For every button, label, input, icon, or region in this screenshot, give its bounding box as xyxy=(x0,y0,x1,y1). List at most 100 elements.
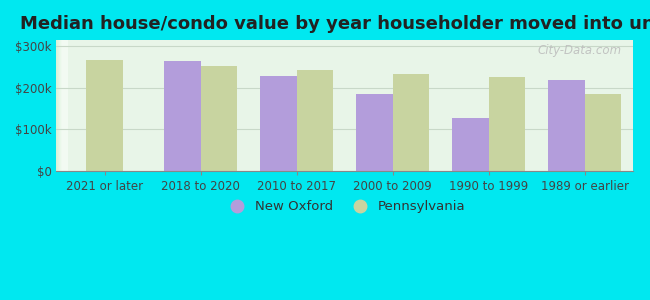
Bar xyxy=(58,40,64,171)
Bar xyxy=(61,40,67,171)
Bar xyxy=(62,40,68,171)
Bar xyxy=(58,40,64,171)
Bar xyxy=(61,40,67,171)
Bar xyxy=(57,40,63,171)
Bar xyxy=(356,94,393,171)
Bar xyxy=(58,40,64,171)
Bar xyxy=(60,40,66,171)
Title: Median house/condo value by year householder moved into unit: Median house/condo value by year househo… xyxy=(20,15,650,33)
Bar xyxy=(58,40,64,171)
Bar xyxy=(62,40,68,171)
Bar xyxy=(61,40,67,171)
Bar xyxy=(61,40,67,171)
Bar xyxy=(585,94,621,171)
Bar xyxy=(62,40,68,171)
Bar xyxy=(61,40,67,171)
Bar xyxy=(393,74,429,171)
Bar xyxy=(57,40,62,171)
Bar xyxy=(59,40,65,171)
Bar xyxy=(58,40,64,171)
Bar xyxy=(57,40,62,171)
Bar xyxy=(57,40,63,171)
Bar xyxy=(62,40,68,171)
Bar xyxy=(60,40,66,171)
Bar xyxy=(164,61,201,171)
Bar xyxy=(62,40,68,171)
Bar xyxy=(60,40,66,171)
Bar xyxy=(61,40,67,171)
Bar xyxy=(58,40,64,171)
Bar xyxy=(62,40,68,171)
Bar xyxy=(60,40,66,171)
Bar xyxy=(296,70,333,171)
Bar xyxy=(59,40,64,171)
Bar xyxy=(60,40,66,171)
Bar xyxy=(60,40,65,171)
Bar xyxy=(60,40,66,171)
Bar xyxy=(60,40,66,171)
Bar xyxy=(60,40,66,171)
Bar xyxy=(57,40,63,171)
Bar xyxy=(60,40,66,171)
Bar xyxy=(62,40,68,171)
Bar xyxy=(62,40,67,171)
Bar xyxy=(260,76,296,171)
Bar xyxy=(57,40,63,171)
Bar xyxy=(57,40,62,171)
Bar xyxy=(60,40,66,171)
Bar xyxy=(201,66,237,171)
Bar xyxy=(57,40,63,171)
Bar xyxy=(57,40,63,171)
Bar xyxy=(58,40,64,171)
Bar xyxy=(62,40,68,171)
Bar xyxy=(58,40,64,171)
Bar xyxy=(58,40,64,171)
Bar xyxy=(60,40,66,171)
Bar xyxy=(59,40,65,171)
Bar xyxy=(59,40,65,171)
Bar xyxy=(57,40,62,171)
Bar xyxy=(57,40,62,171)
Bar xyxy=(57,40,62,171)
Bar xyxy=(58,40,64,171)
Bar xyxy=(60,40,66,171)
Bar xyxy=(58,40,64,171)
Bar xyxy=(58,40,64,171)
Bar xyxy=(57,40,62,171)
Bar xyxy=(58,40,64,171)
Bar xyxy=(59,40,65,171)
Bar xyxy=(58,40,64,171)
Bar xyxy=(62,40,68,171)
Bar xyxy=(60,40,66,171)
Bar xyxy=(60,40,66,171)
Bar xyxy=(57,40,63,171)
Bar xyxy=(58,40,63,171)
Bar xyxy=(452,118,489,171)
Bar xyxy=(60,40,66,171)
Bar xyxy=(489,77,525,171)
Bar xyxy=(59,40,65,171)
Bar xyxy=(60,40,66,171)
Bar xyxy=(61,40,66,171)
Bar xyxy=(58,40,64,171)
Bar xyxy=(58,40,64,171)
Bar xyxy=(62,40,67,171)
Bar xyxy=(60,40,66,171)
Bar xyxy=(58,40,64,171)
Bar xyxy=(59,40,65,171)
Bar xyxy=(86,60,123,171)
Bar xyxy=(57,40,62,171)
Bar xyxy=(62,40,68,171)
Bar xyxy=(61,40,67,171)
Bar xyxy=(58,40,64,171)
Bar xyxy=(62,40,68,171)
Bar xyxy=(60,40,66,171)
Bar xyxy=(549,80,585,171)
Bar xyxy=(60,40,65,171)
Text: City-Data.com: City-Data.com xyxy=(538,44,621,57)
Legend: New Oxford, Pennsylvania: New Oxford, Pennsylvania xyxy=(218,195,471,219)
Bar xyxy=(58,40,64,171)
Bar xyxy=(59,40,65,171)
Bar xyxy=(58,40,64,171)
Bar xyxy=(59,40,64,171)
